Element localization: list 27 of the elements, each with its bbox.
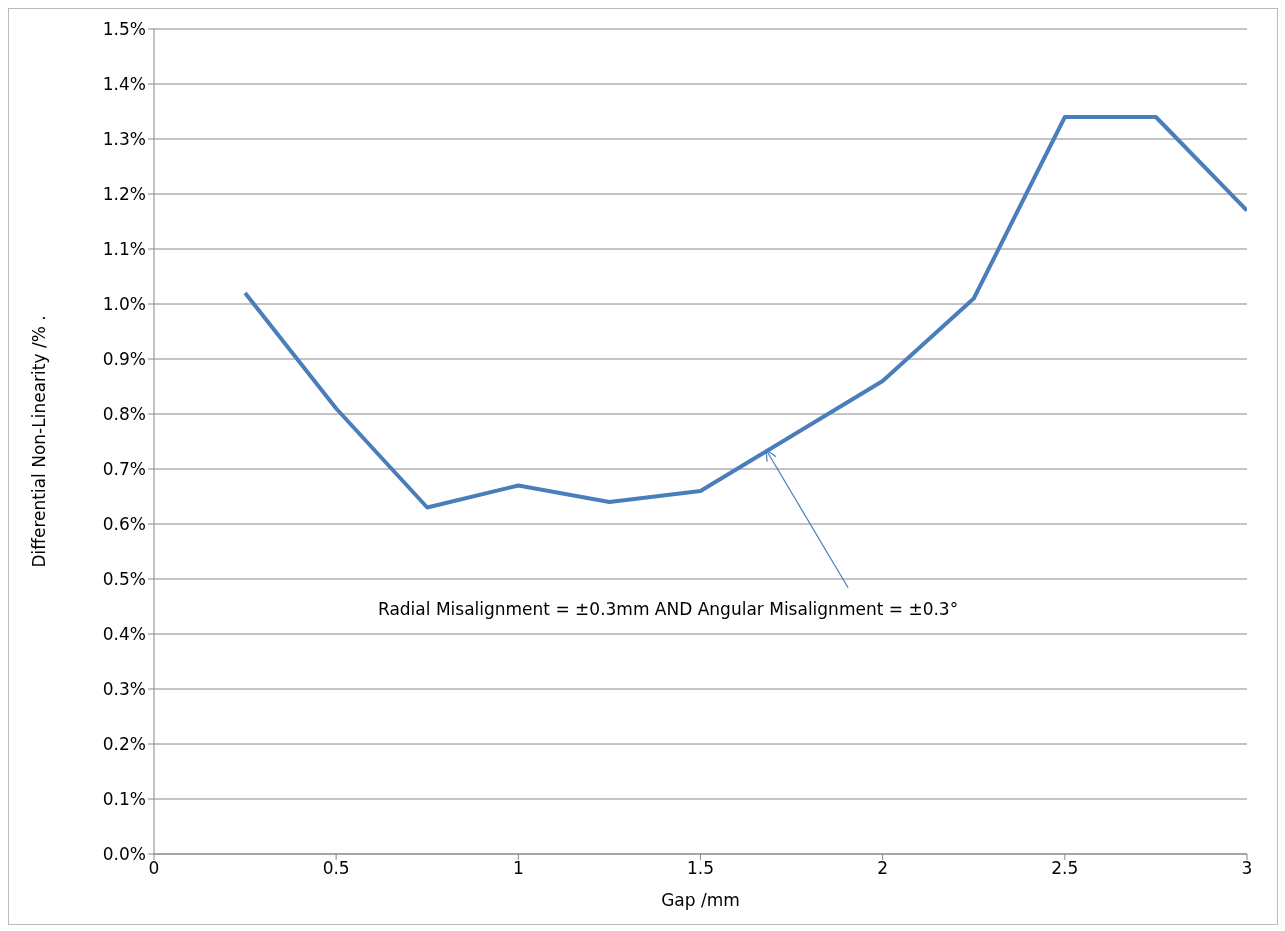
- y-tick-label: 0.0%: [102, 844, 146, 865]
- x-tick-label: 1.5: [686, 858, 715, 879]
- x-tick-label: 2: [877, 858, 889, 879]
- y-tick-label: 0.3%: [102, 679, 146, 700]
- y-tick-label: 0.6%: [102, 514, 146, 535]
- y-tick-label: 1.0%: [102, 294, 146, 315]
- x-axis-title: Gap /mm: [661, 890, 740, 910]
- y-tick-label: 0.7%: [102, 459, 146, 480]
- y-tick-label: 1.5%: [102, 19, 146, 40]
- y-tick-label: 0.1%: [102, 789, 146, 810]
- annotation: Radial Misalignment = ±0.3mm AND Angular Misalignment = ±0.3°: [377, 598, 959, 619]
- y-tick-label: 0.5%: [102, 569, 146, 590]
- y-tick-label: 0.8%: [102, 404, 146, 425]
- y-tick-label: 1.3%: [102, 129, 146, 150]
- x-tick-label: 3: [1241, 858, 1253, 879]
- y-tick-label: 0.9%: [102, 349, 146, 370]
- y-tick-label: 1.1%: [102, 239, 146, 260]
- x-tick-label: 0: [148, 858, 160, 879]
- x-tick-label: 2.5: [1051, 858, 1079, 879]
- x-tick-label: 1: [512, 858, 524, 879]
- x-tick-label: 0.5: [322, 858, 350, 879]
- y-axis-title: Differential Non-Linearity /% .: [29, 315, 50, 568]
- y-tick-label: 0.2%: [102, 734, 146, 755]
- y-tick-label: 1.2%: [102, 184, 146, 205]
- y-tick-label: 1.4%: [102, 74, 146, 95]
- line-series: [243, 115, 1247, 510]
- y-tick-label: 0.4%: [102, 624, 146, 645]
